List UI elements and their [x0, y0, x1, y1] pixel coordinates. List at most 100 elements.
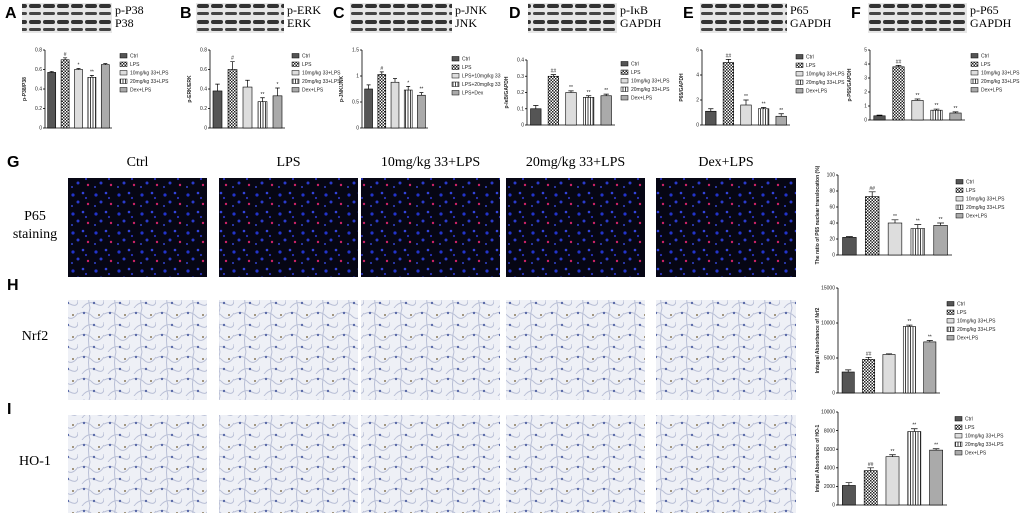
- legend-label: LPS: [957, 310, 967, 316]
- error-bar: [932, 448, 940, 451]
- panel-letter: F: [851, 5, 861, 22]
- legend-swatch: [291, 70, 300, 76]
- bar: [863, 470, 878, 506]
- panel-letter: H: [7, 277, 19, 294]
- error-bar: [885, 353, 893, 355]
- micrograph: [68, 178, 207, 277]
- legend-label: 20mg/kg 33+LPS: [981, 79, 1020, 85]
- error-bar: [49, 71, 54, 73]
- bar: [47, 72, 57, 129]
- bar: [565, 92, 577, 126]
- micrograph: [361, 178, 500, 277]
- legend-label: Dex+LPS: [981, 88, 1003, 94]
- legend-swatch: [119, 61, 128, 67]
- y-tick-label: 20: [829, 237, 835, 243]
- significance-mark: ##: [896, 59, 902, 65]
- legend-swatch: [954, 450, 963, 456]
- bar: [257, 101, 268, 129]
- blot-label: GAPDH: [970, 16, 1012, 30]
- y-tick-label: 0: [832, 253, 835, 259]
- legend-swatch: [970, 61, 979, 67]
- y-tick-label: 0: [39, 126, 42, 132]
- bar: [923, 341, 937, 394]
- legend-swatch: [451, 73, 460, 79]
- significance-mark: **: [907, 319, 911, 325]
- legend-label: Ctrl: [966, 180, 974, 186]
- legend-label: Ctrl: [806, 55, 814, 61]
- y-axis-label: Integral Absorbance of Nrf2: [815, 307, 821, 373]
- bar: [910, 228, 925, 256]
- significance-mark: ##: [866, 351, 872, 357]
- bar: [377, 74, 387, 129]
- y-tick-label: 0.4: [200, 87, 207, 93]
- error-bar: [933, 108, 940, 111]
- legend-swatch: [946, 309, 955, 315]
- legend-swatch: [620, 95, 629, 101]
- error-bar: [952, 111, 959, 113]
- legend-label: LPS: [462, 65, 472, 71]
- legend-swatch: [955, 187, 964, 193]
- y-tick-label: 0.4: [35, 87, 42, 93]
- significance-mark: **: [744, 94, 748, 100]
- micrograph: [656, 178, 796, 277]
- legend-label: Dex+LPS: [130, 88, 152, 94]
- legend-swatch: [451, 81, 460, 87]
- bar: [949, 112, 962, 121]
- bar: [705, 110, 717, 126]
- legend-swatch: [795, 62, 804, 68]
- row-label: HO-1: [19, 454, 51, 469]
- bar: [842, 237, 857, 256]
- y-tick-label: 0: [832, 503, 835, 509]
- y-tick-label: 2: [864, 90, 867, 96]
- legend-label: LPS: [806, 63, 816, 69]
- legend-label: 10mg/kg 33+LPS: [130, 71, 169, 77]
- y-tick-label: 2000: [824, 484, 835, 490]
- significance-mark: **: [912, 423, 916, 429]
- y-tick-label: 0.4: [517, 58, 524, 64]
- legend-swatch: [620, 69, 629, 75]
- bar: [887, 222, 903, 256]
- legend-label: Ctrl: [981, 54, 989, 60]
- legend-swatch: [291, 78, 300, 84]
- error-bar: [708, 108, 714, 112]
- micrograph: [361, 415, 500, 513]
- y-axis-label: Integral Absorbance of HO-1: [815, 424, 821, 492]
- legend-swatch: [620, 61, 629, 67]
- panel-letter: G: [7, 154, 19, 171]
- significance-mark: **: [939, 217, 943, 223]
- bar: [892, 66, 905, 121]
- legend-swatch: [795, 79, 804, 85]
- y-tick-label: 5: [864, 48, 867, 54]
- error-bar: [868, 191, 876, 197]
- y-tick-label: 0.5: [352, 100, 359, 106]
- micrograph: [68, 300, 207, 400]
- significance-mark: ##: [551, 69, 557, 75]
- legend-label: 20mg/kg 33+LPS: [966, 205, 1005, 211]
- row-label: Nrf2: [22, 329, 48, 344]
- legend-swatch: [946, 326, 955, 332]
- bar: [60, 59, 70, 129]
- bar: [212, 90, 223, 129]
- error-bar: [419, 92, 424, 96]
- column-header: Ctrl: [127, 155, 149, 170]
- micrograph: [506, 300, 645, 400]
- y-tick-label: 1: [356, 74, 359, 80]
- legend-label: Ctrl: [957, 302, 965, 308]
- error-bar: [76, 68, 81, 70]
- western-blot: [350, 3, 452, 33]
- legend-label: 20mg/kg 33+LPS: [130, 79, 169, 85]
- y-tick-label: 0.6: [200, 67, 207, 73]
- error-bar: [911, 428, 918, 432]
- legend-swatch: [970, 70, 979, 76]
- y-tick-label: 0.2: [517, 90, 524, 96]
- bar: [862, 359, 876, 394]
- error-bar: [778, 113, 784, 117]
- y-axis-label: p-JNK/JNK: [339, 76, 345, 103]
- legend-label: LPS: [302, 62, 312, 68]
- y-axis-label: p-IκB/GAPDH: [504, 76, 510, 108]
- y-tick-label: 8000: [824, 428, 835, 434]
- significance-mark: ##: [869, 186, 875, 192]
- y-tick-label: 0: [864, 118, 867, 124]
- error-bar: [245, 79, 250, 88]
- error-bar: [63, 57, 68, 60]
